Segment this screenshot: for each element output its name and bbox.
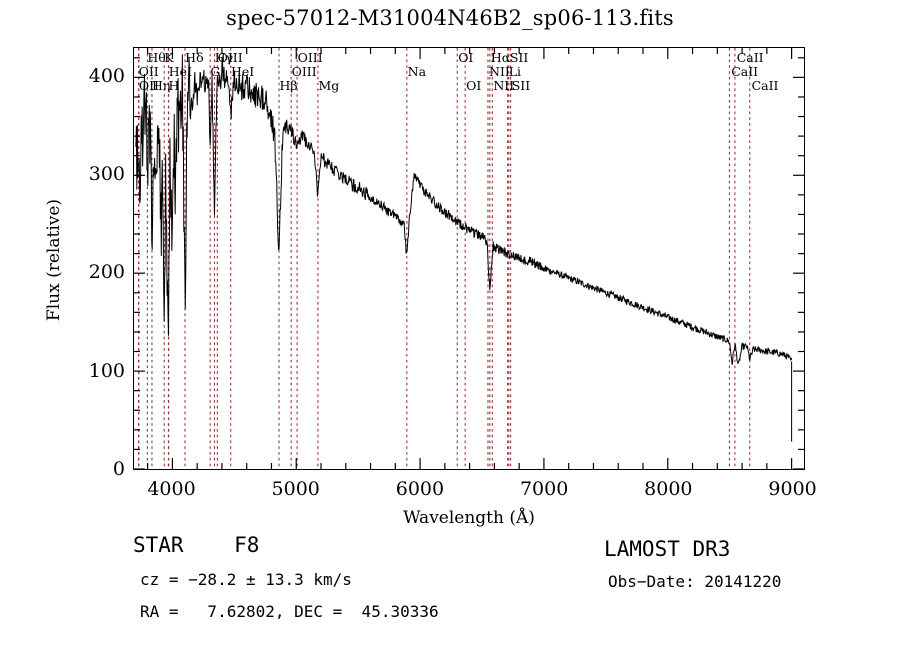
spectral-line-label: Hθ [147,50,166,65]
object-class: STAR F8 [133,533,260,557]
spectral-line-label: OIII [297,50,323,65]
x-tick-label: 9000 [768,478,817,500]
spectral-line-label: NII [489,64,510,79]
spectral-line-label: K [164,50,174,65]
spectral-line-label: H [168,78,180,93]
spectral-line-label: OIII [291,64,317,79]
spectral-line-label: Hα [490,50,511,65]
x-tick-label: 5000 [271,478,320,500]
y-tick-label: 0 [112,458,125,480]
spectral-line-label: OI [466,78,482,93]
y-tick-label: 400 [88,64,125,87]
spectral-line-label: HeI [231,64,255,79]
x-tick-label: 8000 [644,478,693,500]
spectral-line-label: Li [508,64,522,79]
spectrum-curve [134,48,804,469]
line-marker-layer [138,48,751,469]
y-tick-label: 100 [88,359,125,382]
x-tick-label: 6000 [395,478,445,500]
x-tick-label: 4000 [147,478,196,500]
spectral-line-label: OII [138,64,159,79]
spectral-line-label: Hβ [279,78,298,93]
spectral-line-label: CaII [736,50,764,65]
spectral-line-label: HeI [168,64,193,79]
coordinates: RA = 7.62802, DEC = 45.30336 [140,602,439,621]
page-title: spec-57012-M31004N46B2_sp06-113.fits [226,6,674,30]
spectral-line-label: SII [511,78,531,93]
flux-trace [134,54,793,365]
spectral-line-label: CaII [731,64,759,79]
spectral-line-label: Mg [318,78,340,93]
spectral-line-label: Hη [152,78,171,93]
y-tick-label: 200 [88,261,125,284]
spectral-line-label: OIII [217,50,243,65]
y-axis-title: Flux (relative) [44,198,64,322]
spectral-line-label: G [210,64,221,79]
x-tick-label: 7000 [519,478,569,500]
spectral-line-label: Hγ [214,50,234,65]
plot-area [133,47,805,470]
observation-date: Obs−Date: 20141220 [608,572,782,591]
spectral-line-label: Hδ [185,50,204,65]
spectral-line-label: NII [493,78,515,93]
y-tick-label: 300 [88,162,125,185]
spectral-line-label: OI [458,50,474,65]
x-axis-title: Wavelength (Å) [403,508,535,528]
spectral-line-label: CaII [751,78,779,93]
redshift-velocity: cz = −28.2 ± 13.3 km/s [140,570,352,589]
spectral-line-label: Na [407,64,427,79]
survey-name: LAMOST DR3 [604,537,731,561]
spectral-line-label: SII [509,50,529,65]
spectral-line-label: OII [138,78,159,93]
